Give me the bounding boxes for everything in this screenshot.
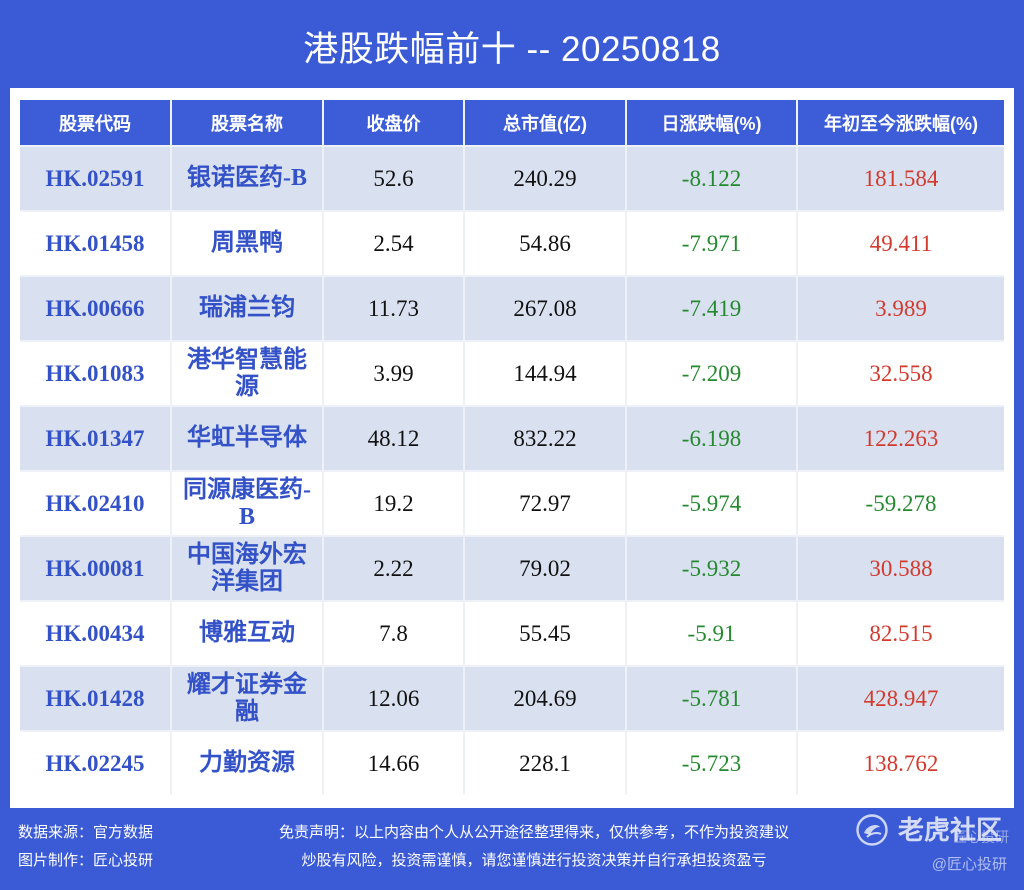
market-cap-cell: 267.08: [465, 277, 625, 340]
column-header-close-price: 收盘价: [324, 100, 463, 145]
daily-change-cell: -8.122: [627, 147, 796, 210]
stock-name-cell: 同源康医药-B: [172, 472, 322, 535]
market-cap-cell: 55.45: [465, 602, 625, 665]
close-price-cell: 11.73: [324, 277, 463, 340]
market-cap-cell: 54.86: [465, 212, 625, 275]
tiger-logo-icon: [855, 813, 889, 847]
watermark-brand: 老虎社区: [898, 815, 1003, 845]
ytd-change-cell: 82.515: [798, 602, 1004, 665]
ytd-change-cell: -59.278: [798, 472, 1004, 535]
close-price-cell: 7.8: [324, 602, 463, 665]
stock-name-cell: 华虹半导体: [172, 407, 322, 470]
close-price-cell: 2.22: [324, 537, 463, 600]
ytd-change-cell: 428.947: [798, 667, 1004, 730]
close-price-cell: 12.06: [324, 667, 463, 730]
column-header-market-cap: 总市值(亿): [465, 100, 625, 145]
stock-name-cell: 银诺医药-B: [172, 147, 322, 210]
daily-change-cell: -6.198: [627, 407, 796, 470]
daily-change-cell: -5.781: [627, 667, 796, 730]
footer-maker: 图片制作：匠心投研: [18, 852, 154, 869]
stock-name-cell: 周黑鸭: [172, 212, 322, 275]
data-table: 股票代码 股票名称 收盘价 总市值(亿) 日涨跌幅(%) 年初至今涨跌幅(%) …: [20, 100, 1004, 795]
watermark-author: 匠心投研: [953, 829, 1009, 845]
daily-change-cell: -7.971: [627, 212, 796, 275]
table-row: HK.02591 银诺医药-B 52.6 240.29 -8.122 181.584: [20, 147, 1004, 210]
table-row: HK.00081 中国海外宏洋集团 2.22 79.02 -5.932 30.588: [20, 537, 1004, 600]
footer-source: 数据来源：官方数据: [18, 824, 154, 841]
close-price-cell: 48.12: [324, 407, 463, 470]
table-header-row: 股票代码 股票名称 收盘价 总市值(亿) 日涨跌幅(%) 年初至今涨跌幅(%): [20, 100, 1004, 145]
daily-change-cell: -5.723: [627, 732, 796, 795]
ytd-change-cell: 138.762: [798, 732, 1004, 795]
table-row: HK.00666 瑞浦兰钧 11.73 267.08 -7.419 3.989: [20, 277, 1004, 340]
stock-name-cell: 中国海外宏洋集团: [172, 537, 322, 600]
market-cap-cell: 204.69: [465, 667, 625, 730]
market-cap-cell: 72.97: [465, 472, 625, 535]
table-row: HK.01083 港华智慧能源 3.99 144.94 -7.209 32.558: [20, 342, 1004, 405]
table-row: HK.01428 耀才证券金融 12.06 204.69 -5.781 428.947: [20, 667, 1004, 730]
column-header-ytd-change: 年初至今涨跌幅(%): [798, 100, 1004, 145]
ytd-change-cell: 181.584: [798, 147, 1004, 210]
footer-left: 数据来源：官方数据 图片制作：匠心投研: [18, 819, 153, 875]
close-price-cell: 14.66: [324, 732, 463, 795]
ytd-change-cell: 32.558: [798, 342, 1004, 405]
stock-code-cell: HK.01458: [20, 212, 170, 275]
stock-code-cell: HK.02245: [20, 732, 170, 795]
column-header-stock-code: 股票代码: [20, 100, 170, 145]
stock-code-cell: HK.01428: [20, 667, 170, 730]
daily-change-cell: -7.209: [627, 342, 796, 405]
footer-disclaimer: 免责声明：以上内容由个人从公开途径整理得来，仅供参考，不作为投资建议: [278, 824, 789, 841]
market-cap-cell: 228.1: [465, 732, 625, 795]
stock-code-cell: HK.00434: [20, 602, 170, 665]
stock-name-cell: 瑞浦兰钧: [172, 277, 322, 340]
watermark-handle: @匠心投研: [931, 856, 1007, 873]
stock-name-cell: 耀才证券金融: [172, 667, 322, 730]
stock-code-cell: HK.00081: [20, 537, 170, 600]
stock-name-cell: 力勤资源: [172, 732, 322, 795]
stock-name-cell: 博雅互动: [172, 602, 322, 665]
table-row: HK.01347 华虹半导体 48.12 832.22 -6.198 122.263: [20, 407, 1004, 470]
daily-change-cell: -7.419: [627, 277, 796, 340]
market-cap-cell: 144.94: [465, 342, 625, 405]
ytd-change-cell: 30.588: [798, 537, 1004, 600]
stock-code-cell: HK.01347: [20, 407, 170, 470]
footer-risk: 炒股有风险，投资需谨慎，请您谨慎进行投资决策并自行承担投资盈亏: [301, 852, 767, 869]
stock-code-cell: HK.01083: [20, 342, 170, 405]
stock-code-cell: HK.02591: [20, 147, 170, 210]
column-header-daily-change: 日涨跌幅(%): [627, 100, 796, 145]
close-price-cell: 19.2: [324, 472, 463, 535]
watermark-logo: 老虎社区 匠心投研 @匠心投研: [852, 810, 1017, 885]
market-cap-cell: 79.02: [465, 537, 625, 600]
market-cap-cell: 240.29: [465, 147, 625, 210]
close-price-cell: 3.99: [324, 342, 463, 405]
table-row: HK.01458 周黑鸭 2.54 54.86 -7.971 49.411: [20, 212, 1004, 275]
daily-change-cell: -5.91: [627, 602, 796, 665]
ytd-change-cell: 49.411: [798, 212, 1004, 275]
table-row: HK.02245 力勤资源 14.66 228.1 -5.723 138.762: [20, 732, 1004, 795]
close-price-cell: 2.54: [324, 212, 463, 275]
table-row: HK.02410 同源康医药-B 19.2 72.97 -5.974 -59.278: [20, 472, 1004, 535]
stock-code-cell: HK.02410: [20, 472, 170, 535]
ytd-change-cell: 3.989: [798, 277, 1004, 340]
stock-name-cell: 港华智慧能源: [172, 342, 322, 405]
ytd-change-cell: 122.263: [798, 407, 1004, 470]
market-cap-cell: 832.22: [465, 407, 625, 470]
daily-change-cell: -5.974: [627, 472, 796, 535]
column-header-stock-name: 股票名称: [172, 100, 322, 145]
close-price-cell: 52.6: [324, 147, 463, 210]
page-title: 港股跌幅前十 -- 20250818: [303, 29, 721, 69]
stock-code-cell: HK.00666: [20, 277, 170, 340]
footer-center: 免责声明：以上内容由个人从公开途径整理得来，仅供参考，不作为投资建议 炒股有风险…: [234, 819, 834, 875]
table-row: HK.00434 博雅互动 7.8 55.45 -5.91 82.515: [20, 602, 1004, 665]
daily-change-cell: -5.932: [627, 537, 796, 600]
